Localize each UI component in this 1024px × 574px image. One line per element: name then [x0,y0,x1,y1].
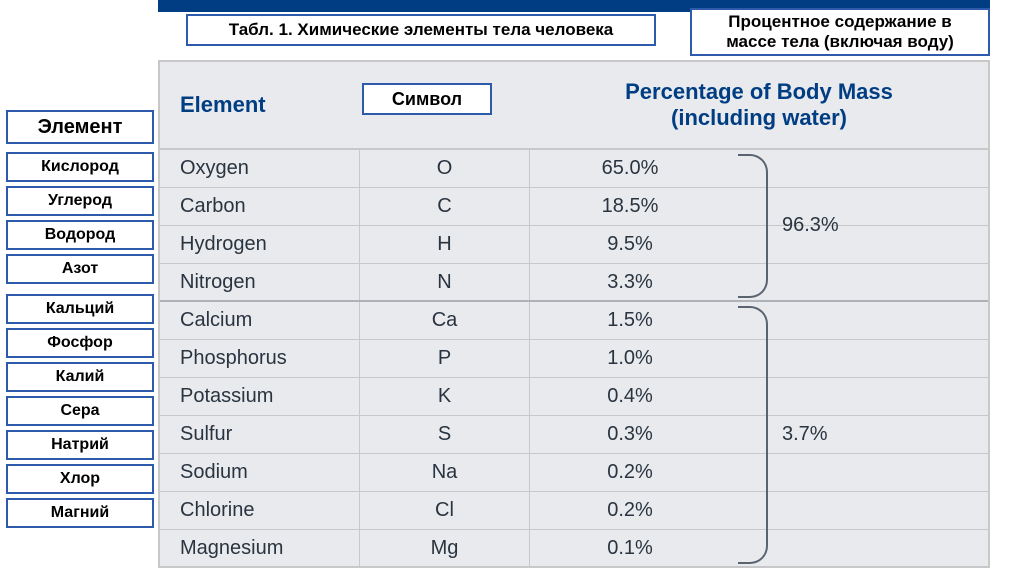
table-title-text: Табл. 1. Химические элементы тела челове… [229,20,613,40]
overlay-symbol-label: Символ [362,83,492,115]
cell-symbol: O [360,150,530,187]
cell-element: Potassium [160,378,360,415]
group-bracket [738,306,768,564]
left-label-text: Магний [51,504,109,522]
table-row: PotassiumK0.4% [160,378,988,416]
left-label-text: Кислород [41,158,119,176]
cell-element: Sodium [160,454,360,491]
cell-percentage: 0.3% [530,416,730,453]
cell-element: Carbon [160,188,360,225]
cell-element: Chlorine [160,492,360,529]
cell-symbol: H [360,226,530,263]
cell-symbol: K [360,378,530,415]
overlay-symbol-text: Символ [392,89,462,110]
cell-percentage: 9.5% [530,226,730,263]
cell-symbol: S [360,416,530,453]
left-label-text: Углерод [48,192,112,210]
percent-header-box: Процентное содержание в массе тела (вклю… [690,8,990,56]
col-header-element-text: Element [180,92,266,117]
table-row: ChlorineCl0.2% [160,492,988,530]
cell-percentage: 1.0% [530,340,730,377]
cell-element: Oxygen [160,150,360,187]
cell-element: Calcium [160,302,360,339]
table-body: OxygenO65.0%CarbonC18.5%HydrogenH9.5%Nit… [160,150,988,566]
left-label-text: Водород [45,226,116,244]
left-label-row: Фосфор [6,328,154,358]
left-label-text: Азот [62,260,98,278]
table-row: MagnesiumMg0.1% [160,530,988,568]
left-label-row: Натрий [6,430,154,460]
cell-percentage: 65.0% [530,150,730,187]
cell-symbol: Cl [360,492,530,529]
left-label-row: Хлор [6,464,154,494]
left-label-text: Кальций [46,300,114,318]
col-header-element: Element [160,92,360,118]
left-label-row: Азот [6,254,154,284]
left-labels-header-text: Элемент [38,116,123,139]
table-row: HydrogenH9.5% [160,226,988,264]
table-row: PhosphorusP1.0% [160,340,988,378]
cell-percentage: 0.2% [530,492,730,529]
left-label-row: Кальций [6,294,154,324]
cell-symbol: Ca [360,302,530,339]
col-header-percentage: Percentage of Body Mass (including water… [530,79,988,132]
cell-symbol: N [360,264,530,300]
col-header-pct-line2: (including water) [671,105,847,130]
table-row: OxygenO65.0% [160,150,988,188]
table-row: SodiumNa0.2% [160,454,988,492]
cell-percentage: 0.1% [530,530,730,567]
table-row: NitrogenN3.3% [160,264,988,302]
cell-symbol: Na [360,454,530,491]
table-title-box: Табл. 1. Химические элементы тела челове… [186,14,656,46]
cell-symbol: Mg [360,530,530,567]
group-total-label: 3.7% [782,423,828,446]
group-bracket [738,154,768,298]
group-total-label: 96.3% [782,214,839,237]
left-label-text: Калий [56,368,105,386]
table-header-row: Element Percentage of Body Mass (includi… [160,62,988,150]
table-row: CalciumCa1.5% [160,302,988,340]
left-label-text: Сера [60,402,99,420]
table-row: SulfurS0.3% [160,416,988,454]
left-label-row: Сера [6,396,154,426]
cell-percentage: 1.5% [530,302,730,339]
cell-percentage: 0.2% [530,454,730,491]
percent-header-text: Процентное содержание в массе тела (вклю… [704,12,976,53]
cell-element: Phosphorus [160,340,360,377]
left-label-row: Кислород [6,152,154,182]
table-row: CarbonC18.5% [160,188,988,226]
cell-element: Nitrogen [160,264,360,300]
left-labels-column: Элемент Кислород Углерод Водород Азот Кальци… [6,110,154,532]
cell-element: Magnesium [160,530,360,567]
left-labels-header: Элемент [6,110,154,144]
cell-symbol: C [360,188,530,225]
main-table: Element Percentage of Body Mass (includi… [158,60,990,568]
left-label-text: Фосфор [47,334,112,352]
cell-percentage: 18.5% [530,188,730,225]
cell-element: Sulfur [160,416,360,453]
left-label-row: Калий [6,362,154,392]
left-label-row: Магний [6,498,154,528]
cell-percentage: 3.3% [530,264,730,300]
cell-percentage: 0.4% [530,378,730,415]
left-label-text: Натрий [51,436,109,454]
left-label-row: Водород [6,220,154,250]
cell-symbol: P [360,340,530,377]
col-header-pct-line1: Percentage of Body Mass [625,79,893,104]
cell-element: Hydrogen [160,226,360,263]
left-label-row: Углерод [6,186,154,216]
left-label-text: Хлор [60,470,100,488]
